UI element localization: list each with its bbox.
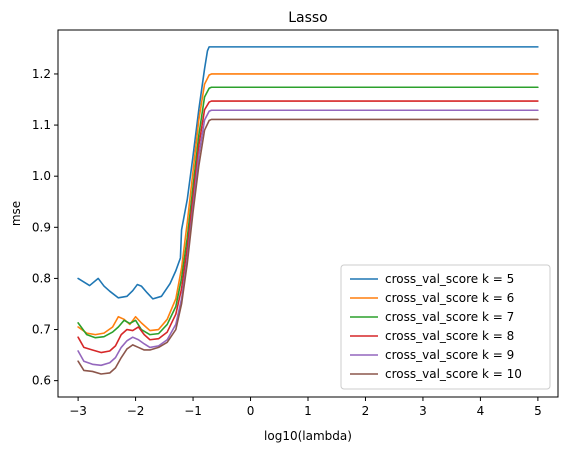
x-tick-label: 5 xyxy=(534,404,542,418)
x-tick-label: 4 xyxy=(477,404,485,418)
series-line-6 xyxy=(77,118,539,375)
x-axis: −3 −2 −1 0 1 2 3 4 5 xyxy=(69,397,542,418)
legend: cross_val_score k = 5 cross_val_score k =… xyxy=(340,264,551,390)
y-tick-label: 0.6 xyxy=(32,374,51,388)
legend-label: cross_val_score k = 10 xyxy=(385,367,522,381)
legend-label: cross_val_score k = 8 xyxy=(385,329,514,343)
chart-title: Lasso xyxy=(288,10,328,26)
series-line-2 xyxy=(77,73,539,336)
x-tick-label: 3 xyxy=(419,404,427,418)
legend-box xyxy=(340,264,551,390)
legend-label: cross_val_score k = 6 xyxy=(385,291,514,305)
series-layer xyxy=(77,46,539,375)
y-tick-label: 1.1 xyxy=(32,118,51,132)
legend-label: cross_val_score k = 7 xyxy=(385,310,514,324)
x-tick-label: 0 xyxy=(247,404,255,418)
legend-label: cross_val_score k = 9 xyxy=(385,348,514,362)
y-tick-label: 0.7 xyxy=(32,323,51,337)
y-tick-label: 0.9 xyxy=(32,220,51,234)
x-tick-label: −1 xyxy=(184,404,202,418)
y-tick-label: 0.8 xyxy=(32,271,51,285)
y-tick-label: 1.0 xyxy=(32,169,51,183)
x-tick-label: 1 xyxy=(304,404,312,418)
x-tick-label: 2 xyxy=(362,404,370,418)
x-tick-label: −3 xyxy=(69,404,87,418)
y-tick-label: 1.2 xyxy=(32,67,51,81)
series-line-1 xyxy=(77,46,539,300)
x-axis-label: log10(lambda) xyxy=(264,429,352,443)
legend-label: cross_val_score k = 5 xyxy=(385,272,514,286)
series-line-4 xyxy=(77,100,539,354)
y-axis: 0.6 0.7 0.8 0.9 1.0 1.1 1.2 xyxy=(32,67,58,388)
series-line-3 xyxy=(77,86,539,339)
y-axis-label: mse xyxy=(9,201,23,226)
x-tick-label: −2 xyxy=(127,404,145,418)
series-line-5 xyxy=(77,109,539,367)
